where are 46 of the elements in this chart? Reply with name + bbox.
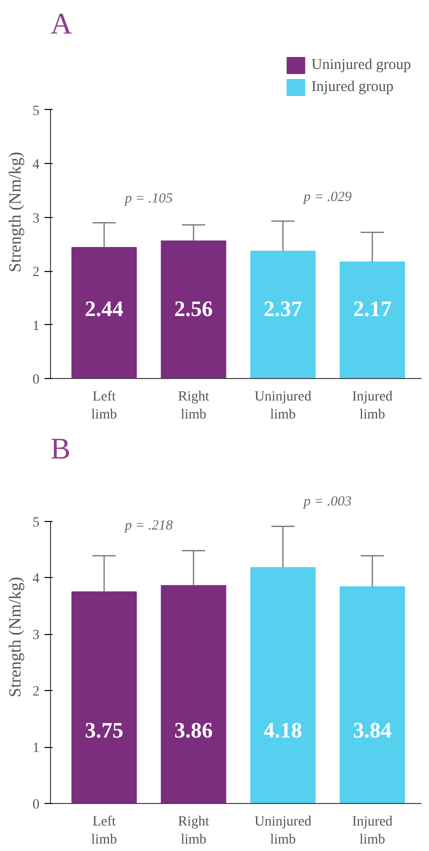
y-tick-label: 4 (32, 572, 40, 587)
x-tick-label: Right limb (178, 814, 210, 848)
data-label: 3.86 (174, 718, 213, 743)
data-label: 2.44 (84, 296, 124, 322)
data-label: 3.75 (84, 718, 124, 743)
data-label: 2.17 (353, 296, 392, 322)
y-tick-label: 5 (32, 104, 40, 119)
x-tick-label: Uninjured limb (254, 390, 312, 422)
bar (160, 240, 226, 378)
y-tick-label: 3 (32, 628, 40, 644)
x-tick-label: Left limb (91, 390, 117, 422)
legend-label: Uninjured group (311, 56, 411, 74)
y-tick-label: 2 (32, 265, 40, 280)
text: p = .003 (302, 494, 352, 510)
data-label: 3.84 (353, 718, 392, 743)
chart-title: A (50, 8, 72, 40)
bar (71, 246, 137, 378)
bar (71, 591, 137, 804)
data-label: 4.18 (264, 718, 302, 743)
legend-label: Injured group (311, 78, 394, 96)
bar (340, 586, 406, 804)
y-tick-label: 1 (32, 318, 40, 334)
annotation: p = .218 (124, 518, 173, 534)
y-tick-label: 0 (32, 798, 40, 812)
y-axis-title: Strength (Nm/kg) (6, 152, 24, 272)
bar (340, 261, 406, 378)
y-tick-label: 0 (32, 372, 40, 388)
x-tick-label: Uninjured limb (254, 814, 312, 848)
data-label: 2.56 (174, 296, 213, 322)
y-tick-label: 5 (32, 515, 40, 530)
y-tick-label: 4 (32, 158, 40, 173)
y-tick-label: 3 (32, 211, 40, 226)
bar (250, 567, 316, 804)
data-label: 2.37 (264, 296, 302, 322)
bar (250, 250, 316, 378)
chart-title: B (50, 432, 71, 466)
y-tick-label: 1 (32, 741, 40, 756)
annotation: p = .029 (302, 190, 352, 206)
x-tick-label: Injured limb (352, 814, 393, 848)
x-tick-label: Injured limb (352, 390, 393, 422)
annotation: p = .105 (124, 192, 173, 207)
y-tick-label: 2 (32, 684, 40, 700)
y-axis-title: Strength (Nm/kg) (6, 576, 24, 698)
x-tick-label: Right limb (178, 390, 210, 422)
x-tick-label: Left limb (91, 814, 117, 848)
bar (160, 585, 226, 804)
